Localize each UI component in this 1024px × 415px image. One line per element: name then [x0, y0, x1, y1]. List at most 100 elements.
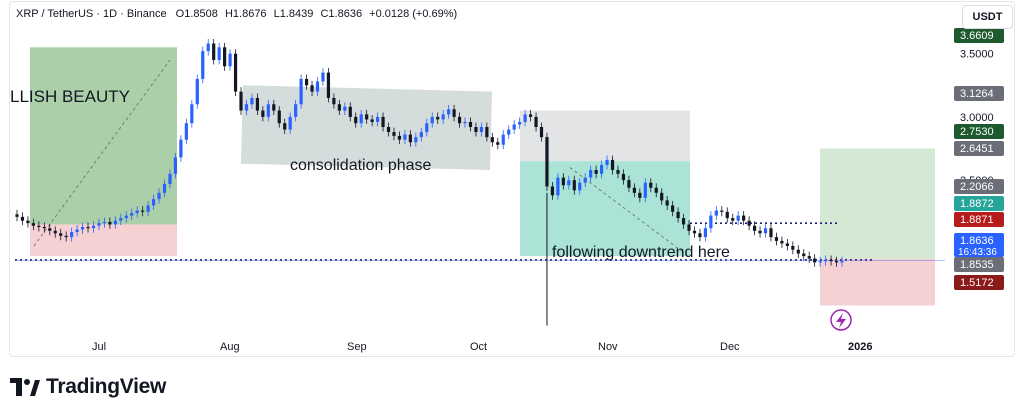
price-tag: [954, 196, 1004, 211]
candle: [436, 116, 440, 120]
candle: [463, 121, 467, 124]
candle: [791, 245, 795, 250]
low-label: L: [273, 8, 280, 20]
candle: [179, 139, 183, 158]
candle: [223, 47, 227, 67]
candle: [375, 116, 380, 122]
candle: [91, 225, 96, 229]
candle: [490, 137, 494, 143]
candle: [75, 229, 79, 233]
candle: [807, 256, 811, 259]
price-tag-countdown: 16:43:36: [958, 247, 997, 258]
candle: [141, 210, 145, 212]
candle: [834, 261, 839, 263]
close-label: C: [320, 8, 329, 20]
candle: [692, 230, 697, 234]
candle: [392, 132, 396, 136]
candle: [638, 192, 642, 198]
x-tick-label: Oct: [470, 341, 487, 353]
long-loss-zone: [30, 224, 177, 257]
candle: [501, 134, 505, 145]
price-tag: [954, 124, 1004, 139]
candle: [135, 210, 139, 214]
candle: [550, 186, 555, 196]
tradingview-logo-icon: [10, 378, 40, 396]
candle: [20, 216, 25, 221]
price-tag-value: 1.8871: [960, 214, 994, 226]
candle: [173, 157, 178, 174]
candle: [468, 121, 473, 128]
candle: [736, 215, 740, 221]
candle: [130, 213, 134, 216]
candle: [703, 228, 708, 238]
candle: [616, 170, 620, 174]
candle: [80, 226, 85, 230]
price-tag-value: 2.7530: [960, 126, 994, 138]
low-value: 1.8439: [279, 8, 314, 20]
price-tag-value: 1.8872: [960, 198, 994, 210]
candle: [676, 211, 680, 219]
candle: [572, 180, 576, 191]
candle: [162, 183, 167, 193]
symbol-label[interactable]: XRP / TetherUS · 1D · Binance: [16, 8, 167, 20]
candle: [190, 104, 194, 124]
candle: [195, 78, 199, 105]
chart-frame[interactable]: LLISH BEAUTY consolidation phase following…: [9, 1, 1015, 357]
candle: [201, 51, 205, 79]
price-tag: [954, 28, 1004, 43]
change-value: +0.0128 (+0.69%): [369, 8, 458, 20]
candle: [763, 228, 768, 234]
candle: [774, 237, 779, 241]
price-chart[interactable]: LLISH BEAUTY consolidation phase following…: [10, 2, 1016, 358]
candle: [283, 123, 287, 130]
candle: [610, 159, 615, 171]
candle: [605, 159, 609, 165]
candle: [457, 116, 462, 124]
candle: [818, 261, 822, 263]
candle: [802, 253, 806, 257]
candle: [649, 182, 653, 188]
brand[interactable]: TradingView: [10, 375, 166, 399]
candle: [250, 97, 254, 105]
price-tag: [954, 233, 1004, 257]
candle: [15, 214, 19, 217]
currency-button[interactable]: USDT: [962, 5, 1013, 29]
candle: [425, 123, 429, 133]
candle: [769, 228, 773, 238]
lightning-bolt: [836, 313, 846, 328]
candle: [507, 129, 511, 135]
price-tag-value: 1.8636: [960, 235, 994, 247]
candle: [829, 259, 833, 262]
candle: [48, 228, 52, 231]
candle: [212, 43, 216, 60]
candle: [113, 220, 117, 225]
candle: [37, 225, 41, 227]
candle: [386, 127, 391, 133]
candle: [780, 240, 784, 244]
x-tick-label: Aug: [220, 341, 240, 353]
candle: [261, 110, 265, 117]
candle: [441, 114, 445, 120]
trend-line-up: [33, 59, 171, 247]
candle: [277, 110, 281, 124]
candle: [752, 225, 757, 231]
candle: [785, 243, 789, 246]
candle: [332, 97, 336, 105]
candle: [315, 81, 320, 92]
candle: [589, 170, 593, 178]
price-tag: [954, 212, 1004, 227]
x-tick-label: Jul: [92, 341, 106, 353]
candle: [294, 104, 298, 117]
consolidation-zone: [241, 85, 492, 171]
close-value: 1.8636: [328, 8, 363, 20]
candle: [534, 116, 538, 128]
price-tag-value: 3.6609: [960, 30, 994, 42]
candle: [184, 123, 188, 140]
candle: [381, 116, 385, 128]
candle: [337, 104, 341, 111]
price-tag-value: 2.2066: [960, 181, 994, 193]
candle: [556, 177, 560, 196]
x-tick-label: 2026: [848, 341, 872, 353]
candle: [660, 192, 664, 201]
candle: [359, 114, 363, 124]
